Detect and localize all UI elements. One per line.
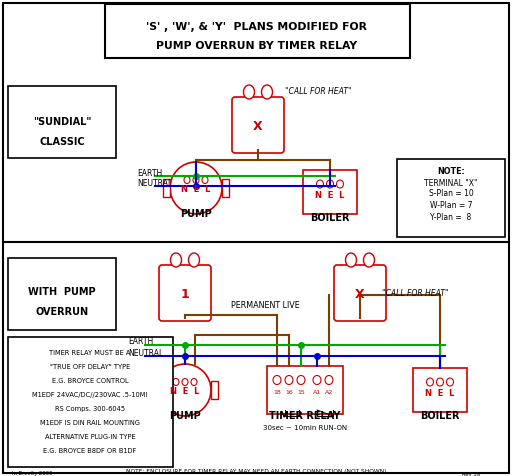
Text: TERMINAL "X": TERMINAL "X" (424, 178, 478, 188)
Ellipse shape (193, 177, 199, 184)
Circle shape (170, 162, 222, 214)
Ellipse shape (285, 376, 293, 385)
Text: "TRUE OFF DELAY" TYPE: "TRUE OFF DELAY" TYPE (50, 364, 130, 370)
Ellipse shape (325, 376, 333, 385)
Bar (222, 179, 229, 197)
Text: M1EDF 24VAC/DC//230VAC .5-10MI: M1EDF 24VAC/DC//230VAC .5-10MI (32, 392, 147, 398)
Ellipse shape (346, 253, 356, 267)
Text: E.G. BROYCE CONTROL: E.G. BROYCE CONTROL (52, 378, 129, 384)
Bar (397, 159, 505, 237)
Text: BOILER: BOILER (420, 411, 460, 421)
Bar (413, 368, 467, 412)
Text: N  E  L: N E L (425, 389, 455, 398)
FancyBboxPatch shape (159, 265, 211, 321)
Bar (8, 86, 116, 158)
Text: NOTE: ENCLOSURE FOR TIMER RELAY MAY NEED AN EARTH CONNECTION (NOT SHOWN): NOTE: ENCLOSURE FOR TIMER RELAY MAY NEED… (126, 469, 386, 475)
Text: "CALL FOR HEAT": "CALL FOR HEAT" (382, 288, 449, 298)
Circle shape (159, 364, 211, 416)
Ellipse shape (182, 378, 188, 386)
Text: 30sec ~ 10min RUN-ON: 30sec ~ 10min RUN-ON (263, 425, 347, 431)
Text: ALTERNATIVE PLUG-IN TYPE: ALTERNATIVE PLUG-IN TYPE (45, 434, 135, 440)
Text: EARTH: EARTH (137, 169, 162, 178)
Text: NEUTRAL: NEUTRAL (137, 178, 172, 188)
Text: N  E  L: N E L (181, 186, 210, 195)
Ellipse shape (170, 253, 181, 267)
Ellipse shape (184, 177, 190, 184)
Text: S-Plan = 10: S-Plan = 10 (429, 189, 474, 198)
Text: NEUTRAL: NEUTRAL (128, 348, 163, 357)
Text: 15: 15 (297, 389, 305, 395)
Text: A2: A2 (325, 389, 333, 395)
Ellipse shape (316, 180, 324, 188)
Ellipse shape (173, 378, 179, 386)
Ellipse shape (364, 253, 374, 267)
Text: TIMER RELAY MUST BE A: TIMER RELAY MUST BE A (49, 350, 131, 356)
Text: PUMP: PUMP (180, 209, 212, 219)
Text: PUMP OVERRUN BY TIMER RELAY: PUMP OVERRUN BY TIMER RELAY (157, 41, 357, 51)
Bar (211, 381, 218, 399)
Text: PERMANENT LIVE: PERMANENT LIVE (230, 300, 300, 309)
Text: EARTH: EARTH (128, 337, 153, 347)
Ellipse shape (188, 253, 200, 267)
Bar (105, 4, 410, 58)
Bar (163, 179, 170, 197)
FancyBboxPatch shape (334, 265, 386, 321)
FancyBboxPatch shape (232, 97, 284, 153)
Text: PUMP: PUMP (169, 411, 201, 421)
Text: 16: 16 (285, 389, 293, 395)
Text: TIMER RELAY: TIMER RELAY (269, 411, 340, 421)
Text: M1EDF IS DIN RAIL MOUNTING: M1EDF IS DIN RAIL MOUNTING (40, 420, 140, 426)
Ellipse shape (244, 85, 254, 99)
Text: In Brevity 2000: In Brevity 2000 (12, 472, 53, 476)
Bar (267, 366, 343, 414)
Text: WITH  PUMP: WITH PUMP (28, 287, 96, 297)
Bar (303, 170, 357, 214)
Text: 1: 1 (181, 288, 189, 300)
Ellipse shape (297, 376, 305, 385)
Text: X: X (355, 288, 365, 300)
Text: 18: 18 (273, 389, 281, 395)
Text: CLASSIC: CLASSIC (39, 137, 85, 147)
Bar (8, 258, 116, 330)
Text: Rev 1a: Rev 1a (462, 472, 480, 476)
Text: E.G. BROYCE B8DF OR B1DF: E.G. BROYCE B8DF OR B1DF (44, 448, 137, 454)
Text: "SUNDIAL": "SUNDIAL" (33, 117, 91, 127)
Text: OVERRUN: OVERRUN (35, 307, 89, 317)
Ellipse shape (262, 85, 272, 99)
Text: A1: A1 (313, 389, 321, 395)
Bar (152, 381, 159, 399)
Text: W-Plan = 7: W-Plan = 7 (430, 200, 472, 209)
Text: X: X (253, 119, 263, 132)
Text: "CALL FOR HEAT": "CALL FOR HEAT" (285, 88, 352, 97)
Ellipse shape (202, 177, 208, 184)
Bar (8, 337, 173, 467)
Text: BOILER: BOILER (310, 213, 350, 223)
Ellipse shape (426, 378, 434, 386)
Text: N  E  L: N E L (170, 387, 200, 397)
Text: N  E  L: N E L (315, 191, 345, 200)
Ellipse shape (327, 180, 333, 188)
Text: 'S' , 'W', & 'Y'  PLANS MODIFIED FOR: 'S' , 'W', & 'Y' PLANS MODIFIED FOR (146, 22, 368, 32)
Ellipse shape (313, 376, 321, 385)
Ellipse shape (191, 378, 197, 386)
Text: RS Comps. 300-6045: RS Comps. 300-6045 (55, 406, 125, 412)
Ellipse shape (336, 180, 344, 188)
Text: Y-Plan =  8: Y-Plan = 8 (431, 214, 472, 222)
Text: NOTE:: NOTE: (437, 168, 465, 177)
Ellipse shape (446, 378, 454, 386)
Ellipse shape (273, 376, 281, 385)
Ellipse shape (437, 378, 443, 386)
